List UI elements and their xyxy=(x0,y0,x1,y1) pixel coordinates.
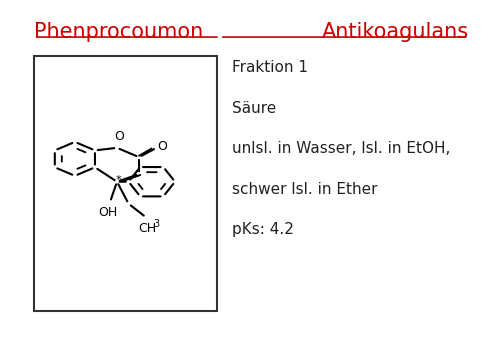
Text: pKs: 4.2: pKs: 4.2 xyxy=(232,222,294,237)
Text: Säure: Säure xyxy=(232,101,276,115)
Text: Fraktion 1: Fraktion 1 xyxy=(232,60,308,75)
Text: Phenprocoumon: Phenprocoumon xyxy=(34,22,203,42)
Text: schwer lsl. in Ether: schwer lsl. in Ether xyxy=(232,182,378,197)
Text: Antikoagulans: Antikoagulans xyxy=(322,22,468,42)
Text: O: O xyxy=(114,130,124,143)
Text: unlsl. in Wasser, lsl. in EtOH,: unlsl. in Wasser, lsl. in EtOH, xyxy=(232,141,450,156)
Text: *: * xyxy=(115,175,121,185)
Text: OH: OH xyxy=(98,206,117,219)
Text: O: O xyxy=(158,139,167,152)
FancyBboxPatch shape xyxy=(34,56,218,311)
Text: CH: CH xyxy=(138,222,156,234)
Text: 3: 3 xyxy=(154,220,160,229)
